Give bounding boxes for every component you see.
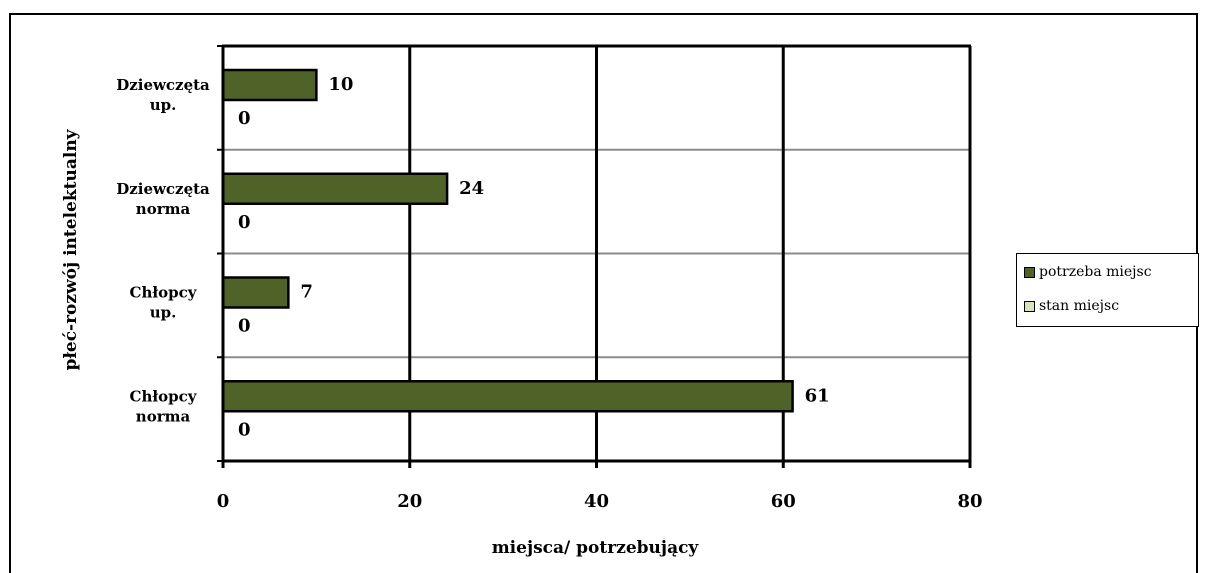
legend-swatch: [1024, 300, 1035, 312]
legend-item-0: potrzeba miejsc: [1024, 264, 1152, 280]
x-tick-label: 0: [217, 491, 230, 512]
data-label: 0: [238, 212, 251, 233]
x-tick-label: 60: [771, 491, 796, 512]
legend-label: stan miejsc: [1039, 298, 1120, 314]
data-label: 7: [300, 282, 313, 303]
data-label: 24: [459, 178, 484, 199]
bar-potrzeba-miejsc: [221, 276, 290, 309]
category-label: Chłopcy norma: [130, 387, 198, 425]
chart-frame: [9, 13, 1198, 573]
bars: [221, 46, 794, 461]
legend-swatch: [1024, 266, 1035, 278]
data-label: 61: [805, 385, 830, 406]
category-label: Dziewczęta up.: [116, 76, 210, 114]
data-label: 0: [238, 316, 251, 337]
legend-label: potrzeba miejsc: [1039, 264, 1152, 280]
x-tick-label: 20: [397, 491, 422, 512]
y-axis-title: płeć-rozwój intelektualny: [61, 128, 81, 370]
bar-potrzeba-miejsc: [221, 68, 318, 102]
bar-potrzeba-miejsc: [221, 380, 794, 413]
x-axis-title: miejsca/ potrzebujący: [492, 538, 700, 558]
data-label: 10: [328, 74, 353, 95]
legend: potrzeba miejsc stan miejsc: [1016, 253, 1199, 327]
legend-item-1: stan miejsc: [1024, 298, 1119, 314]
data-label: 0: [238, 419, 251, 440]
x-tick-label: 80: [957, 491, 982, 512]
data-label: 0: [238, 108, 251, 129]
x-tick-label: 40: [584, 491, 609, 512]
bar-potrzeba-miejsc: [221, 172, 449, 205]
category-label: Dziewczęta norma: [116, 180, 210, 218]
category-label: Chłopcy up.: [130, 284, 198, 322]
